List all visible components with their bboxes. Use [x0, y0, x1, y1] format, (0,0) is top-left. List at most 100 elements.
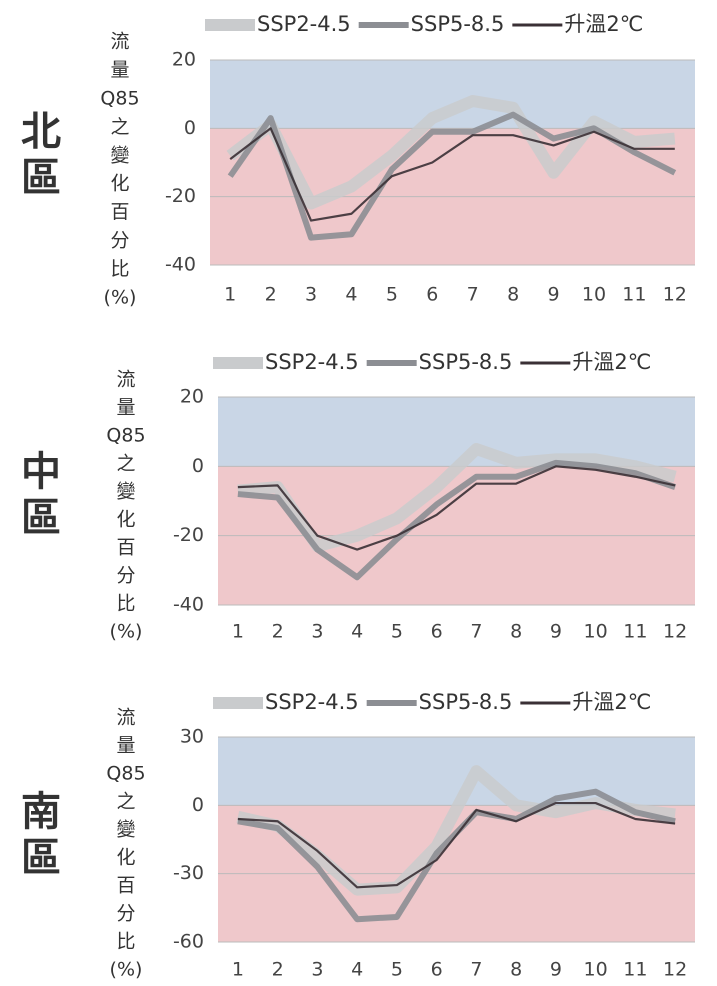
y-axis-label: 變 [116, 819, 135, 841]
y-tick-label: -40 [165, 254, 196, 276]
y-axis-label: 化 [116, 509, 135, 531]
y-axis-label: 流 [116, 369, 135, 391]
x-tick-label: 9 [547, 284, 559, 306]
x-tick-label: 1 [224, 284, 236, 306]
y-axis-label: 比 [110, 258, 129, 280]
y-tick-label: 0 [184, 117, 196, 139]
y-axis-label: (%) [110, 959, 143, 981]
y-tick-label: -20 [173, 524, 204, 546]
x-tick-label: 7 [470, 621, 482, 643]
x-tick-label: 12 [663, 959, 687, 981]
x-tick-label: 10 [584, 621, 608, 643]
y-axis-label: 比 [116, 931, 135, 953]
legend-label: SSP2-4.5 [257, 12, 351, 36]
x-tick-label: 6 [431, 621, 443, 643]
y-axis-label: 分 [116, 903, 135, 925]
legend-label: 升溫2℃ [572, 350, 651, 374]
x-tick-label: 7 [467, 284, 479, 306]
legend-label: 升溫2℃ [572, 690, 651, 714]
y-axis-label: 之 [110, 116, 129, 138]
x-tick-label: 1 [232, 959, 244, 981]
series-line [237, 459, 677, 581]
x-tick-label: 5 [391, 959, 403, 981]
legend-label: 升溫2℃ [564, 12, 643, 36]
x-tick-label: 11 [623, 959, 647, 981]
series-line [229, 127, 675, 222]
y-tick-label: -20 [165, 185, 196, 207]
x-tick-label: 5 [386, 284, 398, 306]
x-tick-label: 11 [622, 284, 646, 306]
y-axis-label: 分 [116, 565, 135, 587]
x-tick-label: 2 [265, 284, 277, 306]
series-line [237, 788, 676, 923]
x-tick-label: 10 [584, 959, 608, 981]
series-line [237, 465, 676, 551]
series-line [226, 95, 676, 210]
series-line [237, 801, 676, 889]
y-axis-label: 百 [116, 875, 135, 897]
y-tick-label: 0 [192, 794, 204, 816]
x-tick-label: 3 [311, 959, 323, 981]
x-tick-label: 6 [431, 959, 443, 981]
y-axis-label: 流 [110, 31, 129, 53]
y-tick-label: -30 [173, 862, 204, 884]
region-label: 北區 [14, 110, 61, 202]
y-tick-label: 30 [180, 726, 204, 748]
y-axis-label: 流 [116, 707, 135, 729]
positive-band [218, 397, 695, 467]
y-axis-label: 化 [110, 173, 129, 195]
x-tick-label: 11 [623, 621, 647, 643]
x-tick-label: 12 [663, 621, 687, 643]
x-tick-label: 9 [550, 959, 562, 981]
positive-band [218, 737, 695, 806]
x-tick-label: 1 [232, 621, 244, 643]
y-axis-label: 之 [116, 791, 135, 813]
series-line [227, 111, 677, 241]
legend-label: SSP5-8.5 [419, 350, 513, 374]
legend-label: SSP2-4.5 [265, 350, 359, 374]
legend-label: SSP5-8.5 [419, 690, 513, 714]
y-axis-label: 百 [116, 537, 135, 559]
y-axis-label: 量 [116, 397, 135, 419]
y-axis-label: 變 [110, 144, 129, 166]
y-tick-label: 20 [180, 386, 204, 408]
y-tick-label: 0 [192, 455, 204, 477]
x-tick-label: 2 [272, 959, 284, 981]
y-axis-label: 變 [116, 481, 135, 503]
y-axis-label: Q85 [100, 87, 139, 109]
y-tick-label: -60 [173, 931, 204, 953]
y-axis-label: 量 [116, 735, 135, 757]
x-tick-label: 3 [305, 284, 317, 306]
y-tick-label: 20 [172, 49, 196, 71]
x-tick-label: 2 [272, 621, 284, 643]
region-label: 中區 [14, 450, 60, 542]
y-axis-label: (%) [104, 287, 137, 309]
x-tick-label: 9 [550, 621, 562, 643]
y-tick-label: -40 [173, 594, 204, 616]
x-tick-label: 8 [507, 284, 519, 306]
legend-label: SSP2-4.5 [265, 690, 359, 714]
x-tick-label: 4 [351, 959, 363, 981]
y-axis-label: 分 [110, 230, 129, 252]
x-tick-label: 6 [426, 284, 438, 306]
y-axis-label: 量 [110, 59, 129, 81]
y-axis-label: 之 [116, 453, 135, 475]
y-axis-label: Q85 [106, 763, 145, 785]
x-tick-label: 12 [663, 284, 687, 306]
y-axis-label: 化 [116, 847, 135, 869]
x-tick-label: 4 [345, 284, 357, 306]
y-axis-label: 比 [116, 593, 135, 615]
x-tick-label: 10 [582, 284, 606, 306]
x-tick-label: 3 [311, 621, 323, 643]
y-axis-label: Q85 [106, 425, 145, 447]
x-tick-label: 5 [391, 621, 403, 643]
x-tick-label: 7 [470, 959, 482, 981]
x-tick-label: 8 [510, 959, 522, 981]
series-line [236, 765, 676, 896]
y-axis-label: (%) [110, 621, 143, 643]
legend-label: SSP5-8.5 [411, 12, 505, 36]
y-axis-label: 百 [110, 201, 129, 223]
x-tick-label: 4 [351, 621, 363, 643]
x-tick-label: 8 [510, 621, 522, 643]
